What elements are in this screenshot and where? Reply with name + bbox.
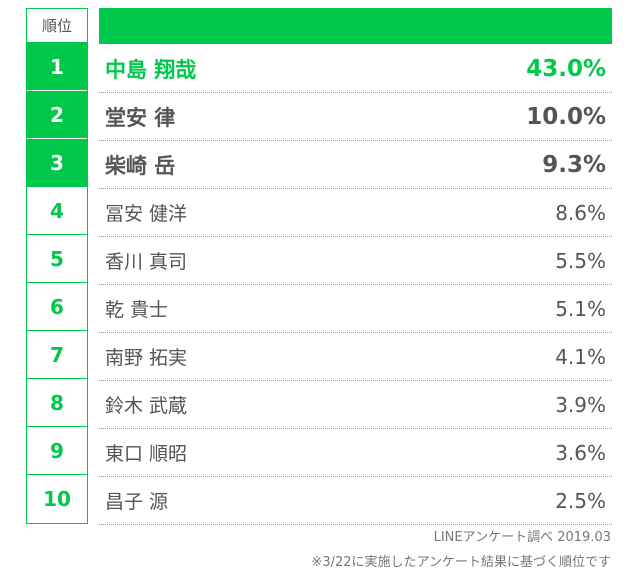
ranking-list: 中島 翔哉 43.0% 堂安 律 10.0% 柴崎 岳 9.3% 冨安 健洋 8… — [99, 45, 612, 525]
player-name: 堂安 律 — [105, 105, 176, 130]
rank-cell-5: 5 — [27, 235, 87, 283]
vote-percent: 43.0% — [526, 55, 606, 82]
vote-percent: 5.5% — [555, 248, 606, 273]
rank-header: 順位 — [27, 9, 87, 43]
rank-cell-3: 3 — [27, 139, 87, 187]
table-row: 中島 翔哉 43.0% — [99, 45, 612, 93]
vote-percent: 4.1% — [555, 344, 606, 369]
table-row: 乾 貴士 5.1% — [99, 285, 612, 333]
footnote: ※3/22に実施したアンケート結果に基づく順位です — [311, 555, 611, 570]
rank-column: 順位 1 2 3 4 5 6 7 8 9 10 — [26, 8, 88, 524]
player-name: 香川 真司 — [105, 251, 188, 273]
table-header-bar — [99, 8, 612, 44]
rank-cell-8: 8 — [27, 379, 87, 427]
table-row: 南野 拓実 4.1% — [99, 333, 612, 381]
player-name: 東口 順昭 — [105, 443, 188, 465]
rank-cell-2: 2 — [27, 91, 87, 139]
source-credit: LINEアンケート調べ 2019.03 — [433, 530, 611, 545]
player-name: 乾 貴士 — [105, 299, 169, 321]
player-name: 昌子 源 — [105, 491, 169, 513]
vote-percent: 8.6% — [555, 200, 606, 225]
player-name: 南野 拓実 — [105, 347, 188, 369]
rank-cell-10: 10 — [43, 487, 71, 511]
rank-cell-9: 9 — [27, 427, 87, 475]
vote-percent: 10.0% — [526, 103, 606, 130]
vote-percent: 9.3% — [542, 151, 606, 178]
vote-percent: 2.5% — [555, 488, 606, 513]
vote-percent: 3.9% — [555, 392, 606, 417]
table-row: 冨安 健洋 8.6% — [99, 189, 612, 237]
rank-cell-7: 7 — [27, 331, 87, 379]
player-name: 柴崎 岳 — [105, 153, 176, 178]
table-row: 柴崎 岳 9.3% — [99, 141, 612, 189]
table-row: 昌子 源 2.5% — [99, 477, 612, 525]
table-row: 堂安 律 10.0% — [99, 93, 612, 141]
rank-cell-4: 4 — [27, 187, 87, 235]
table-row: 鈴木 武蔵 3.9% — [99, 381, 612, 429]
player-name: 中島 翔哉 — [105, 57, 197, 82]
vote-percent: 3.6% — [555, 440, 606, 465]
vote-percent: 5.1% — [555, 296, 606, 321]
player-name: 冨安 健洋 — [105, 203, 188, 225]
table-row: 東口 順昭 3.6% — [99, 429, 612, 477]
table-row: 香川 真司 5.5% — [99, 237, 612, 285]
rank-cell-1: 1 — [27, 43, 87, 91]
rank-cell-6: 6 — [27, 283, 87, 331]
player-name: 鈴木 武蔵 — [105, 395, 188, 417]
